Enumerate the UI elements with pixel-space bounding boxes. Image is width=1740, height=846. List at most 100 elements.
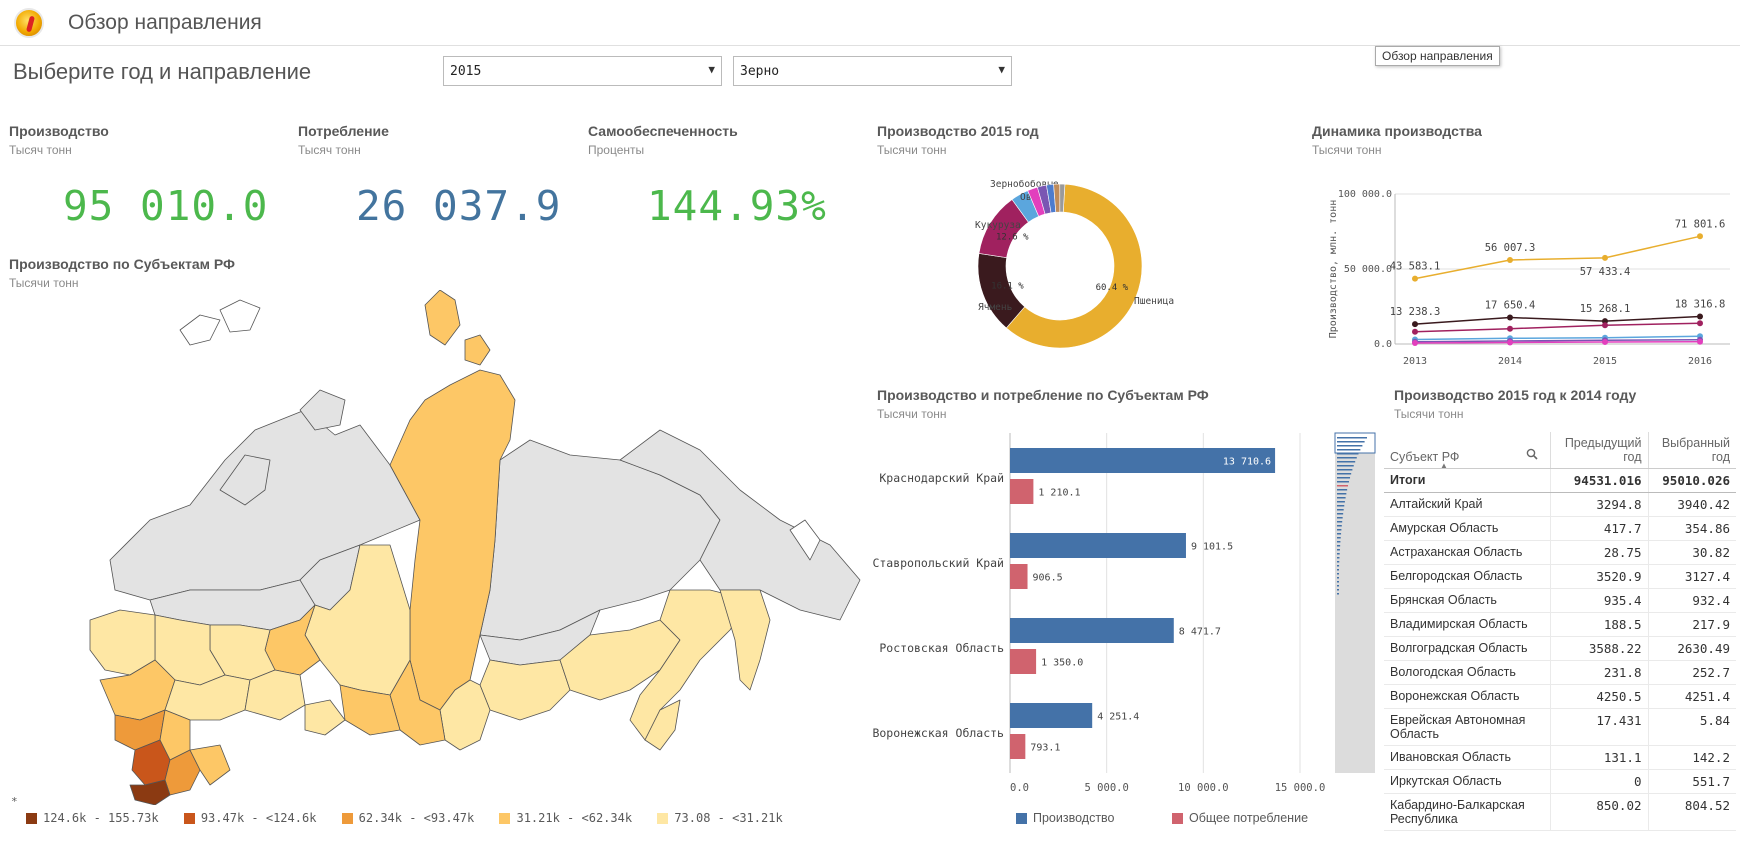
scrollbar-mini-bar bbox=[1337, 441, 1365, 443]
kpi-production-value: 95 010.0 bbox=[63, 182, 269, 230]
series-point[interactable] bbox=[1507, 325, 1513, 332]
map-star: * bbox=[11, 795, 18, 808]
series-line[interactable] bbox=[1414, 341, 1701, 344]
scrollbar-mini-bar bbox=[1337, 449, 1361, 451]
direction-dropdown-value: Зерно bbox=[740, 64, 780, 79]
x-tick-label: 2015 bbox=[1593, 356, 1617, 367]
bar-value-label: 8 471.7 bbox=[1179, 627, 1221, 638]
series-point[interactable] bbox=[1697, 320, 1703, 327]
table-cell-name: Брянская Область bbox=[1384, 588, 1550, 613]
table-row[interactable]: Брянская Область 935.4 932.4 bbox=[1384, 588, 1736, 613]
series-point[interactable] bbox=[1602, 318, 1608, 325]
series-point[interactable] bbox=[1697, 313, 1703, 320]
bar[interactable] bbox=[1010, 564, 1028, 589]
series-line[interactable] bbox=[1414, 235, 1701, 280]
table-row[interactable]: Амурская Область 417.7 354.86 bbox=[1384, 516, 1736, 541]
legend-swatch bbox=[341, 813, 353, 824]
scrollbar-mini-bar bbox=[1337, 473, 1352, 475]
russia-map[interactable] bbox=[60, 290, 880, 805]
bar[interactable] bbox=[1010, 448, 1276, 473]
bar[interactable] bbox=[1010, 533, 1186, 558]
table-row[interactable]: Воронежская Область 4250.5 4251.4 bbox=[1384, 684, 1736, 709]
bar[interactable] bbox=[1010, 649, 1037, 674]
series-line[interactable] bbox=[1414, 339, 1701, 343]
table-cell-cur: 804.52 bbox=[1647, 793, 1736, 831]
series-line[interactable] bbox=[1414, 315, 1701, 325]
table-cell-cur: 2630.49 bbox=[1647, 636, 1736, 661]
table-row[interactable]: Иркутская Область 0 551.7 bbox=[1384, 769, 1736, 794]
table-cell-name: Ивановская Область bbox=[1384, 745, 1550, 770]
series-line[interactable] bbox=[1414, 322, 1701, 333]
series-line[interactable] bbox=[1414, 335, 1701, 341]
dropdown-arrow-icon: ▼ bbox=[708, 63, 715, 76]
table-row[interactable]: Алтайский Край 3294.8 3940.42 bbox=[1384, 492, 1736, 517]
series-point[interactable] bbox=[1507, 256, 1513, 263]
table-cell-name: Астраханская Область bbox=[1384, 540, 1550, 565]
scrollbar-mini-bar bbox=[1337, 569, 1339, 571]
bar[interactable] bbox=[1010, 703, 1093, 728]
series-point[interactable] bbox=[1602, 339, 1608, 346]
column-header-subject[interactable]: Субъект РФ ▲ bbox=[1384, 432, 1550, 470]
table-row[interactable]: Кабардино-Балкарская Республика 850.02 804… bbox=[1384, 793, 1736, 831]
series-point[interactable] bbox=[1697, 233, 1703, 240]
scrollbar-mini-bar bbox=[1337, 529, 1342, 531]
bar[interactable] bbox=[1010, 618, 1174, 643]
chart-scrollbar-track[interactable] bbox=[1335, 433, 1375, 773]
map-legend-item: 93.47k - <124.6k bbox=[183, 811, 316, 825]
scrollbar-mini-bar bbox=[1337, 497, 1346, 499]
direction-dropdown[interactable]: Зерно ▼ bbox=[733, 56, 1012, 86]
map-region bbox=[179, 314, 221, 346]
column-header-selected-year[interactable]: Выбранный год bbox=[1647, 432, 1736, 469]
production-consumption-bar-chart[interactable]: 0.0 5 000.0 10 000.0 15 000.0 Краснодарский … bbox=[870, 430, 1380, 805]
scrollbar-mini-bar bbox=[1337, 557, 1340, 559]
map-legend-item: 31.21k - <62.34k bbox=[499, 811, 632, 825]
donut-slice-label: Пшеница bbox=[1134, 296, 1174, 307]
table-row[interactable]: Ивановская Область 131.1 142.2 bbox=[1384, 745, 1736, 770]
series-point[interactable] bbox=[1412, 328, 1418, 335]
table-cell-cur: 3940.42 bbox=[1647, 492, 1736, 517]
data-label: 13 238.3 bbox=[1390, 306, 1441, 318]
map-region bbox=[619, 429, 861, 621]
bar[interactable] bbox=[1010, 734, 1026, 759]
series-point[interactable] bbox=[1507, 314, 1513, 321]
bars-title: Производство и потребление по Субъектам … bbox=[877, 387, 1209, 403]
category-label: Краснодарский Край bbox=[879, 471, 1004, 485]
bar-value-label: 906.5 bbox=[1033, 573, 1063, 584]
donut-slice[interactable] bbox=[1059, 183, 1066, 213]
map-region bbox=[299, 389, 346, 431]
dynamics-line-chart[interactable]: 100 000.0 50 000.0 0.0 Производство, млн. т… bbox=[1310, 182, 1736, 372]
table-row[interactable]: Волгоградская Область 3588.22 2630.49 bbox=[1384, 636, 1736, 661]
scrollbar-mini-bar bbox=[1337, 457, 1357, 459]
bar[interactable] bbox=[1010, 479, 1034, 504]
table-row[interactable]: Белгородская Область 3520.9 3127.4 bbox=[1384, 564, 1736, 589]
app-logo-icon[interactable] bbox=[14, 8, 44, 38]
series-point[interactable] bbox=[1602, 254, 1608, 261]
table-cell-prev: 4250.5 bbox=[1549, 684, 1648, 709]
dynamics-unit: Тысячи тонн bbox=[1312, 143, 1382, 157]
series-point[interactable] bbox=[1412, 339, 1418, 346]
kpi-selfsufficiency-unit: Проценты bbox=[588, 143, 645, 157]
table-cell-cur: 142.2 bbox=[1647, 745, 1736, 770]
series-point[interactable] bbox=[1412, 275, 1418, 282]
table-row[interactable]: Еврейская Автономная Область 17.431 5.84 bbox=[1384, 708, 1736, 746]
donut-slice-label: Ячмень bbox=[978, 302, 1013, 313]
series-point[interactable] bbox=[1602, 322, 1608, 329]
map-region bbox=[789, 519, 821, 561]
series-point[interactable] bbox=[1697, 338, 1703, 345]
map-legend-item: 73.08 - <31.21k bbox=[657, 811, 783, 825]
donut-slice[interactable] bbox=[1005, 183, 1143, 349]
scrollbar-mini-bar bbox=[1337, 525, 1342, 527]
y-tick-label: 0.0 bbox=[1374, 339, 1392, 350]
map-region bbox=[719, 589, 771, 691]
bar-value-label: 793.1 bbox=[1030, 743, 1060, 754]
column-header-prev-year[interactable]: Предыдущий год bbox=[1549, 432, 1648, 469]
search-icon[interactable] bbox=[1526, 448, 1538, 460]
table-row[interactable]: Владимирская Область 188.5 217.9 bbox=[1384, 612, 1736, 637]
year-dropdown[interactable]: 2015 ▼ bbox=[443, 56, 722, 86]
series-point[interactable] bbox=[1507, 339, 1513, 346]
table-cell-cur: 551.7 bbox=[1647, 769, 1736, 794]
table-row[interactable]: Астраханская Область 28.75 30.82 bbox=[1384, 540, 1736, 565]
series-point[interactable] bbox=[1412, 321, 1418, 328]
table-row[interactable]: Вологодская Область 231.8 252.7 bbox=[1384, 660, 1736, 685]
